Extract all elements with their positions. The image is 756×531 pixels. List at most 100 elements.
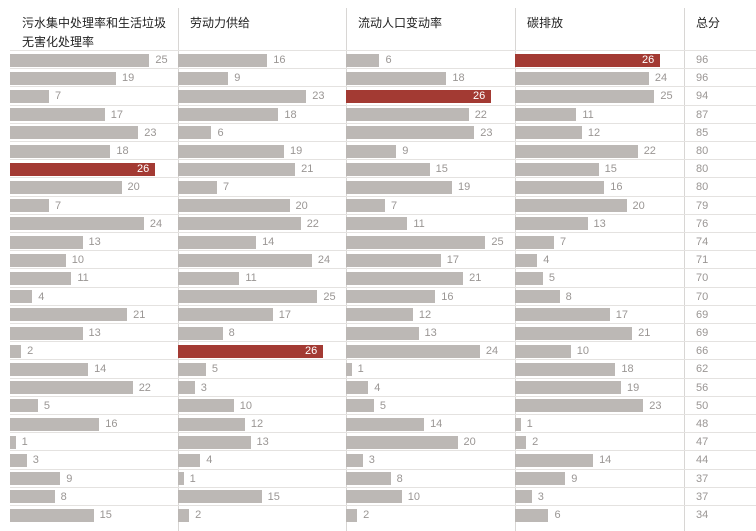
bar <box>10 108 105 122</box>
bar-value-label: 22 <box>643 145 656 157</box>
bar-value-label: 23 <box>649 399 662 412</box>
bar-value-label: 17 <box>110 108 124 121</box>
bar <box>10 180 122 194</box>
bar-value-label: 7 <box>560 236 567 248</box>
bar-value-label: 14 <box>262 236 275 248</box>
bar <box>10 290 33 304</box>
bar <box>178 71 229 85</box>
table-row: 7 20 7 20 79 <box>10 195 756 214</box>
bar <box>515 308 610 322</box>
bar <box>346 144 397 158</box>
bar <box>346 180 452 194</box>
bar <box>10 472 61 486</box>
bar-value-label: 7 <box>55 90 62 103</box>
bar-value-label: 20 <box>295 199 308 212</box>
bar <box>346 89 491 103</box>
bar-value-label: 14 <box>599 454 612 467</box>
bar-value-label: 25 <box>491 236 504 248</box>
bar <box>346 71 447 85</box>
bar <box>178 308 273 322</box>
bar <box>515 417 521 431</box>
bar <box>346 472 391 486</box>
bar-value-label: 14 <box>94 363 107 376</box>
total-score: 80 <box>696 181 709 194</box>
bar-value-label: 22 <box>306 217 319 230</box>
bar <box>346 417 425 431</box>
bar-value-label: 4 <box>206 454 213 467</box>
table-row: 15 2 2 6 34 <box>10 505 756 523</box>
bar <box>515 344 571 358</box>
bar-value-label: 8 <box>565 290 572 303</box>
header-total-score: 总分 <box>696 16 721 30</box>
bar <box>515 362 616 376</box>
bar <box>178 217 301 231</box>
bar-value-label: 3 <box>200 381 207 394</box>
bar-value-label: 1 <box>21 436 28 449</box>
table-row: 4 25 16 8 70 <box>10 286 756 305</box>
bar-value-label: 17 <box>446 254 460 267</box>
total-score: 94 <box>696 90 709 103</box>
bar <box>515 290 560 304</box>
bar-value-label: 1 <box>357 363 364 376</box>
table-row: 13 8 13 21 69 <box>10 323 756 341</box>
total-score: 66 <box>696 345 709 358</box>
table-row: 24 22 11 13 76 <box>10 213 756 232</box>
bar-value-label: 15 <box>604 163 617 176</box>
bar-value-label: 3 <box>368 454 375 467</box>
bar-value-label: 6 <box>217 126 224 139</box>
bar-value-label: 19 <box>121 72 135 85</box>
bar-value-label: 9 <box>402 145 409 157</box>
bar <box>178 180 218 194</box>
bar-value-label: 4 <box>374 381 381 394</box>
table-row: 23 6 23 12 85 <box>10 122 756 141</box>
total-score: 37 <box>696 472 709 485</box>
table-row: 18 19 9 22 80 <box>10 141 756 159</box>
total-score: 62 <box>696 363 709 376</box>
bar <box>10 235 83 249</box>
bar-value-label: 14 <box>430 418 443 430</box>
bar-value-label: 21 <box>301 163 314 176</box>
table-row: 20 7 19 16 80 <box>10 177 756 195</box>
total-score: 44 <box>696 454 709 467</box>
total-score: 79 <box>696 199 709 212</box>
bar <box>346 508 358 522</box>
bar <box>515 381 621 395</box>
bar-value-label: 18 <box>452 72 465 85</box>
total-score: 96 <box>696 72 709 85</box>
bar <box>178 108 279 122</box>
bar <box>346 399 374 413</box>
table-row: 8 15 10 3 37 <box>10 486 756 505</box>
bar-value-label: 19 <box>289 145 303 157</box>
bar <box>346 253 441 267</box>
bar-value-label: 8 <box>228 327 235 339</box>
bar-value-label: 6 <box>554 509 561 521</box>
total-score: 85 <box>696 126 709 139</box>
bar-value-label: 9 <box>66 472 73 485</box>
bar-value-label: 23 <box>312 90 325 103</box>
bar-value-label: 13 <box>256 436 269 449</box>
bar <box>515 399 644 413</box>
bar-value-label: 15 <box>435 163 448 176</box>
bar-value-label: 6 <box>385 54 392 66</box>
bar-value-label: 4 <box>38 290 45 303</box>
bar <box>178 290 318 304</box>
bar-value-label: 5 <box>548 272 555 285</box>
bar <box>178 344 323 358</box>
bar <box>346 271 464 285</box>
table-row: 7 23 26 25 94 <box>10 86 756 104</box>
bar <box>346 108 469 122</box>
bar-value-label: 24 <box>654 72 668 85</box>
bar <box>178 362 206 376</box>
table-row: 25 16 6 26 96 <box>10 50 756 68</box>
total-score: 74 <box>696 236 709 248</box>
bar <box>346 344 480 358</box>
bar-value-label: 26 <box>305 345 318 358</box>
bar-value-label: 8 <box>60 490 67 503</box>
bar <box>515 217 588 231</box>
bar-value-label: 15 <box>267 490 280 503</box>
bar <box>178 453 201 467</box>
bar <box>10 217 144 231</box>
total-score: 70 <box>696 272 709 285</box>
bar <box>178 89 307 103</box>
